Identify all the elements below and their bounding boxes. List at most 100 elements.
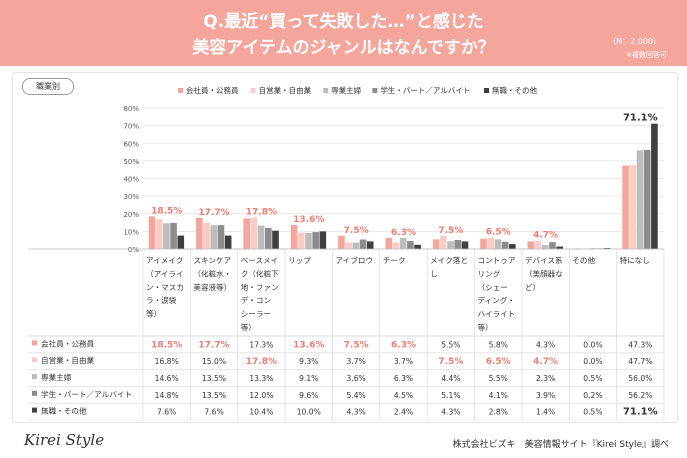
legend-label: 無職・その他 <box>492 85 537 95</box>
legend-swatch <box>323 88 329 93</box>
legend-swatch <box>250 88 256 93</box>
row-swatch <box>32 374 37 379</box>
table-cell: 71.1% <box>623 407 658 418</box>
bar <box>265 227 272 249</box>
table-cell: 13.5% <box>202 391 226 400</box>
bar-value-label: 17.8% <box>246 208 277 218</box>
legend-label: 専業主婦 <box>331 85 361 95</box>
category-label: 地・ファン <box>241 282 279 292</box>
bar <box>414 244 421 249</box>
bar <box>480 238 487 249</box>
table-cell: 5.8% <box>489 340 508 349</box>
bar <box>461 241 469 249</box>
row-header: 専業主婦 <box>41 372 72 382</box>
row-swatch <box>32 340 37 346</box>
table-cell: 6.5% <box>486 357 511 367</box>
y-tick-label: 10% <box>123 228 139 236</box>
bar <box>541 244 549 249</box>
category-label: ク（化粧下 <box>241 268 279 278</box>
title-line-2: 美容アイテムのジャンルはなんですか？ <box>192 38 495 58</box>
y-tick-label: 30% <box>123 193 139 201</box>
table-cell: 13.5% <box>202 374 226 383</box>
row-header: 会社員・公務員 <box>41 338 95 348</box>
segment-label: 職業別 <box>22 78 74 95</box>
table-cell: 14.6% <box>155 374 179 383</box>
y-tick-label: 50% <box>123 158 139 166</box>
bar <box>155 219 163 249</box>
bar <box>210 225 218 249</box>
category-label: シーラー <box>241 310 271 319</box>
table-cell: 4.3% <box>536 340 555 349</box>
bar <box>366 241 374 249</box>
y-tick-label: 20% <box>123 211 139 219</box>
table-cell: 10.4% <box>249 408 273 417</box>
bar <box>345 242 352 249</box>
category-label: （シェー <box>478 283 508 292</box>
table-cell: 2.8% <box>489 408 508 417</box>
bar <box>399 237 407 249</box>
category-label: リング <box>478 268 501 278</box>
bar <box>359 239 367 249</box>
bar <box>243 218 251 249</box>
row-header: 自営業・自由業 <box>41 355 95 365</box>
table-cell: 9.3% <box>299 357 318 366</box>
bar-value-label: 13.6% <box>293 215 324 225</box>
source-credit: 株式会社ビズキ 美容情報サイト『Kirei Style』調べ <box>452 440 669 450</box>
table-cell: 15.0% <box>202 357 226 366</box>
bar-value-label: 6.5% <box>486 228 511 238</box>
category-label: 特になし <box>620 255 650 265</box>
table-cell: 5.1% <box>441 391 460 400</box>
category-label: アイメイク <box>146 256 183 265</box>
category-label: 美容液等） <box>193 282 231 292</box>
bar <box>385 237 393 249</box>
table-cell: 7.6% <box>157 408 176 417</box>
legend-label: 会社員・公務員 <box>186 85 239 95</box>
bar <box>407 241 414 249</box>
y-tick-label: 40% <box>123 176 139 184</box>
table-cell: 10.0% <box>297 408 321 417</box>
bar <box>203 222 210 249</box>
bar <box>257 225 265 249</box>
bar <box>440 235 447 249</box>
multiple-answer-note: ※複数回答可 <box>626 51 667 59</box>
category-label: コントゥア <box>478 256 516 265</box>
row-swatch <box>32 357 37 363</box>
table-cell: 4.3% <box>346 408 365 417</box>
bar <box>224 235 232 249</box>
table-cell: 0.5% <box>583 408 602 417</box>
category-label: リップ <box>288 256 311 265</box>
bar-value-label: 71.1% <box>623 113 658 124</box>
category-label: （美顔器な <box>525 268 563 278</box>
title-line-1: Q.最近“買って失敗した…”と感じた <box>203 12 484 32</box>
bar <box>148 216 156 249</box>
table-cell: 2.3% <box>536 374 555 383</box>
bar <box>196 217 203 249</box>
table-cell: 0.0% <box>583 340 602 349</box>
y-tick-label: 70% <box>123 123 139 131</box>
bar <box>622 165 629 249</box>
bar-value-label: 17.7% <box>198 208 229 218</box>
category-label: デ・コン <box>241 295 271 305</box>
bar-value-label: 6.3% <box>391 228 416 238</box>
category-label: メイク落と <box>430 255 468 265</box>
bar <box>527 241 535 249</box>
category-label: デバイス系 <box>525 255 563 265</box>
legend-label: 自営業・自由業 <box>259 85 312 95</box>
table-cell: 7.5% <box>438 357 463 367</box>
category-label: アイブロウ <box>335 255 373 265</box>
table-cell: 4.3% <box>441 408 460 417</box>
table-cell: 9.6% <box>299 391 318 400</box>
table-cell: 2.4% <box>394 408 413 417</box>
table-cell: 0.2% <box>583 391 602 400</box>
title-banner: Q.最近“買って失敗した…”と感じた 美容アイテムのジャンルはなんですか？ （N… <box>0 0 687 66</box>
table-cell: 17.7% <box>198 340 229 350</box>
category-label: ラ・涙袋 <box>146 295 177 305</box>
table-cell: 1.4% <box>536 408 555 417</box>
y-tick-label: 80% <box>123 105 139 113</box>
category-label: し <box>430 269 438 278</box>
table-cell: 17.3% <box>249 340 273 349</box>
table-cell: 0.0% <box>583 357 602 366</box>
table-cell: 3.6% <box>346 374 365 383</box>
bar <box>312 232 319 249</box>
